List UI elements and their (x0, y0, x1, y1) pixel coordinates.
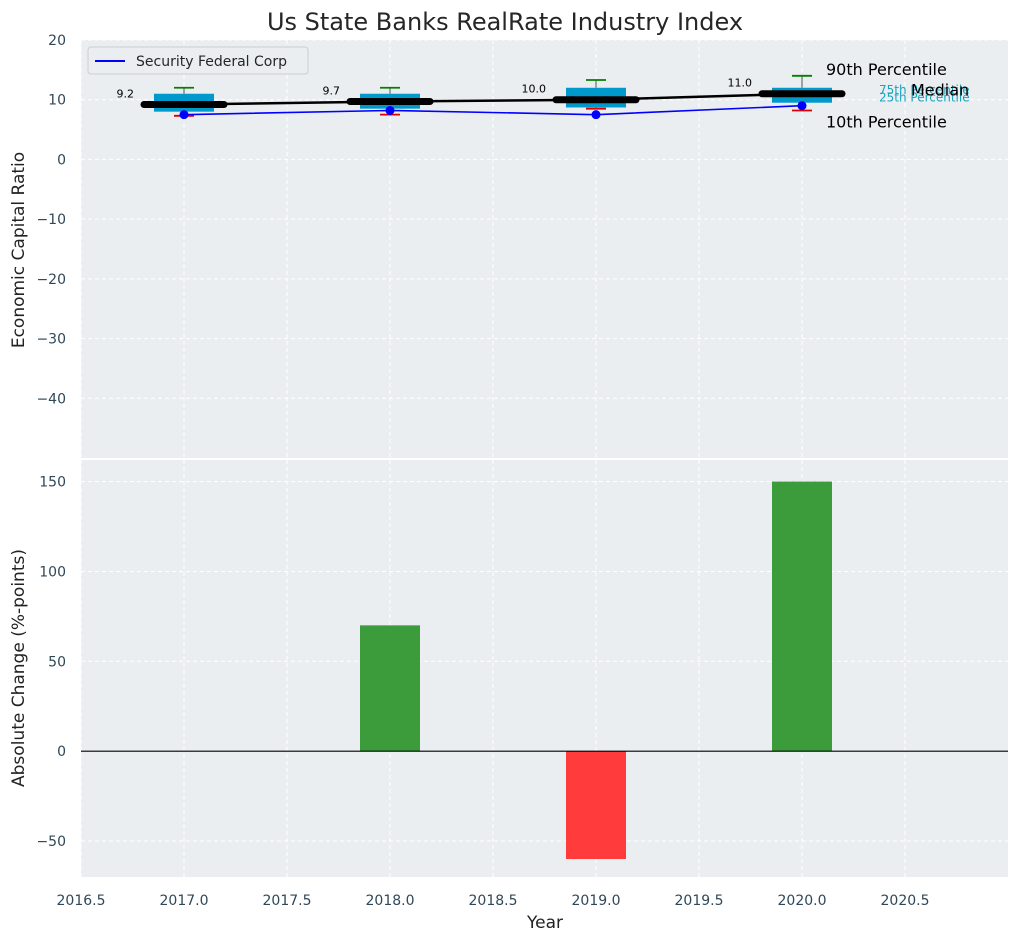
x-tick-label: 2019.0 (572, 893, 621, 909)
series-point (797, 101, 807, 111)
top-y-ticks: 20 10 0 −10 −20 −30 −40 (36, 33, 66, 407)
series-point (385, 105, 395, 115)
bottom-y-tick-label: 150 (39, 475, 66, 491)
median-value-label: 11.0 (728, 77, 753, 90)
x-tick-label: 2016.5 (57, 893, 106, 909)
change-bar (566, 751, 626, 860)
x-tick-label: 2017.0 (160, 893, 209, 909)
median-value-label: 9.2 (117, 87, 135, 100)
x-tick-label: 2020.0 (778, 893, 827, 909)
x-tick-label: 2020.5 (881, 893, 930, 909)
bottom-y-tick-label: 50 (48, 654, 66, 670)
p10-annotation: 10th Percentile (826, 112, 947, 131)
x-tick-label: 2017.5 (263, 893, 312, 909)
x-ticks: 2016.5 2017.0 2017.5 2018.0 2018.5 2019.0 2019… (57, 893, 930, 909)
median-value-label: 9.7 (323, 85, 341, 98)
top-y-tick-label: −20 (36, 272, 66, 288)
top-panel: 20 10 0 −10 −20 −30 −40 Economic Capital Ratio… (9, 33, 1008, 458)
top-y-tick-label: 10 (48, 93, 66, 109)
median-trend-line (183, 92, 803, 106)
top-y-tick-label: −40 (36, 391, 66, 407)
bottom-y-axis-label: Absolute Change (%-points) (9, 549, 29, 787)
p25-annotation: 25th Percentile (879, 91, 970, 105)
p90-annotation: 90th Percentile (826, 60, 947, 79)
change-bar (772, 481, 832, 752)
bottom-y-tick-label: 0 (57, 744, 66, 760)
bottom-plot-area (81, 460, 1008, 877)
bottom-y-tick-label: 100 (39, 564, 66, 580)
chart-title: Us State Banks RealRate Industry Index (267, 8, 743, 36)
x-tick-label: 2019.5 (675, 893, 724, 909)
series-line (183, 104, 803, 116)
x-tick-label: 2018.5 (469, 893, 518, 909)
bottom-y-tick-label: −50 (36, 834, 66, 850)
top-y-tick-label: −10 (36, 212, 66, 228)
legend-label: Security Federal Corp (136, 54, 287, 70)
bar-group (360, 481, 832, 860)
top-lines: 9.2 9.7 10.0 11.0 (117, 77, 807, 120)
top-y-tick-label: 20 (48, 33, 66, 49)
legend-frame (87, 46, 309, 75)
median-value-label: 10.0 (522, 83, 547, 96)
series-point (179, 110, 189, 120)
bottom-y-ticks: 150 100 50 0 −50 (36, 475, 66, 850)
legend: Security Federal Corp (87, 46, 309, 75)
top-y-tick-label: 0 (57, 152, 66, 168)
series-point (591, 110, 601, 120)
p75-annotation: 75th Percentile (879, 83, 970, 97)
x-tick-label: 2018.0 (366, 893, 415, 909)
x-axis-label: Year (526, 913, 563, 933)
median-annotation: Median (911, 81, 969, 100)
top-plot-area (81, 40, 1008, 458)
top-y-tick-label: −30 (36, 332, 66, 348)
top-y-axis-label: Economic Capital Ratio (9, 152, 29, 348)
change-bar (360, 625, 420, 752)
bottom-panel: 150 100 50 0 −50 Absolute Change (%-points) (9, 460, 1008, 877)
